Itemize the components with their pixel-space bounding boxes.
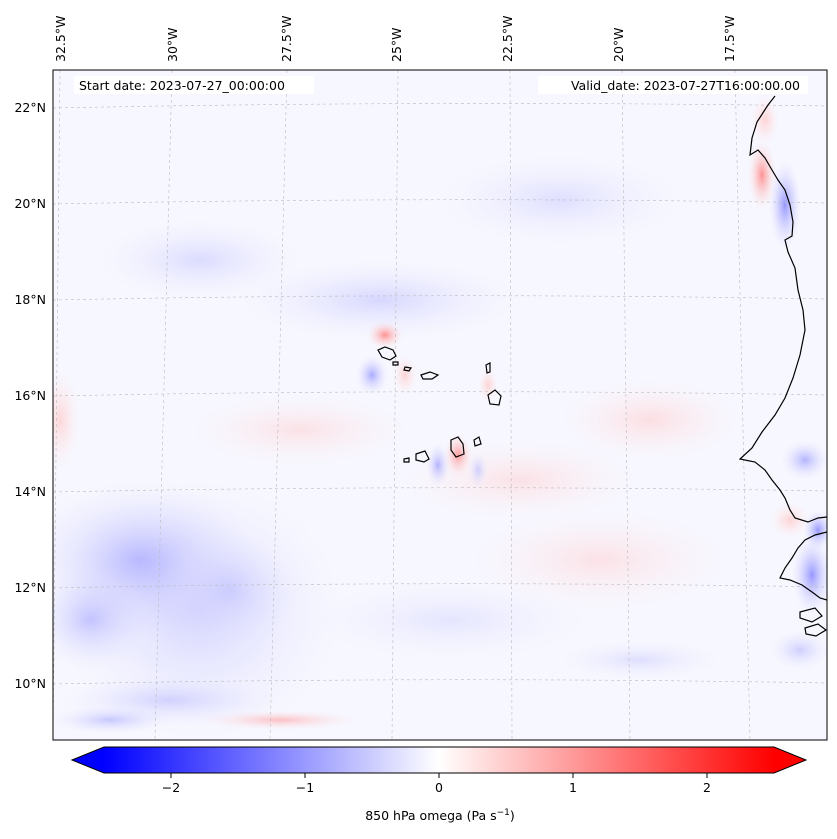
colorbar-extend-high bbox=[774, 747, 806, 773]
latitude-labels: 22°N 20°N 18°N 16°N 14°N 12°N 10°N bbox=[14, 100, 46, 691]
colorbar-outline bbox=[70, 746, 808, 774]
lat-label: 10°N bbox=[14, 676, 46, 691]
map-frame bbox=[52, 69, 828, 741]
lon-label: 25°W bbox=[389, 27, 404, 62]
colorbar-tick-label: 0 bbox=[435, 780, 443, 795]
islands bbox=[377, 346, 502, 463]
colorbar-tick-label: −1 bbox=[296, 780, 314, 795]
coastline bbox=[738, 95, 827, 637]
lon-label: 17.5°W bbox=[722, 16, 737, 62]
lat-label: 20°N bbox=[14, 196, 46, 211]
colorbar-body bbox=[104, 747, 774, 773]
lat-label: 14°N bbox=[14, 484, 46, 499]
lat-label: 12°N bbox=[14, 580, 46, 595]
colorbar-extend-low bbox=[72, 747, 104, 773]
lat-label: 22°N bbox=[14, 100, 46, 115]
colorbar-tick-label: −2 bbox=[162, 780, 180, 795]
longitude-labels: 32.5°W 30°W 27.5°W 25°W 22.5°W 20°W 17.5… bbox=[53, 16, 737, 62]
lon-label: 30°W bbox=[165, 27, 180, 62]
colorbar-label-main: 850 hPa omega (Pa s bbox=[365, 808, 496, 823]
colorbar-tick-label: 2 bbox=[703, 780, 711, 795]
lon-label: 27.5°W bbox=[279, 16, 294, 62]
lon-label: 22.5°W bbox=[500, 16, 515, 62]
colorbar-label-exponent: −1 bbox=[497, 808, 510, 818]
lon-label: 20°W bbox=[611, 27, 626, 62]
lat-label: 16°N bbox=[14, 388, 46, 403]
colorbar-label-close: ) bbox=[510, 808, 515, 823]
start-date-title: Start date: 2023-07-27_00:00:00 bbox=[79, 78, 285, 93]
colorbar-label: 850 hPa omega (Pa s−1) bbox=[365, 808, 515, 823]
colorbar-tick-label: 1 bbox=[569, 780, 577, 795]
lon-label: 32.5°W bbox=[53, 16, 68, 62]
omega-field bbox=[53, 70, 827, 740]
lat-label: 18°N bbox=[14, 292, 46, 307]
valid-date-title: Valid_date: 2023-07-27T16:00:00.00 bbox=[571, 78, 800, 93]
map-panel: Start date: 2023-07-27_00:00:00 Valid_da… bbox=[14, 16, 828, 741]
colorbar: −2 −1 0 1 2 850 hPa omega (Pa s−1) bbox=[70, 746, 808, 823]
graticule bbox=[53, 70, 827, 740]
colorbar-ticks: −2 −1 0 1 2 bbox=[162, 773, 711, 795]
